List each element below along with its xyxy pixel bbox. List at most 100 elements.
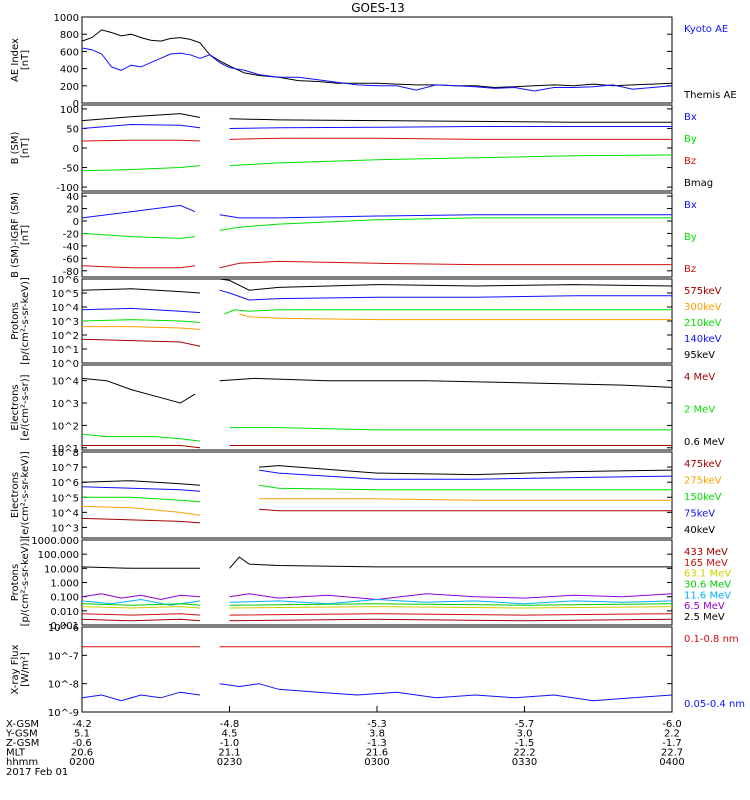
legend-entry: Bx — [684, 112, 697, 123]
y-tick-label: 10^3 — [52, 317, 79, 328]
series-line — [81, 683, 673, 702]
series-line — [81, 29, 673, 89]
panel-frame — [81, 104, 673, 192]
x-tick-label: 3.0 — [517, 729, 533, 740]
y-axis-label: [nT] — [20, 50, 31, 70]
x-row-label: Y-GSM — [5, 729, 38, 740]
y-axis-label: AE Index — [10, 38, 21, 82]
series-line — [81, 260, 672, 269]
x-tick-label: 22.7 — [661, 748, 683, 759]
y-tick-label: 10^-6 — [48, 623, 79, 634]
y-tick-label: 0 — [73, 217, 79, 228]
series-line — [81, 606, 673, 609]
y-tick-label: 20 — [66, 205, 79, 216]
x-tick-label: 0330 — [512, 757, 537, 768]
x-tick-label: -1.3 — [367, 738, 387, 749]
series-line — [81, 498, 672, 516]
legend-entry: 63.1 MeV — [684, 569, 731, 580]
y-tick-label: 10^-7 — [48, 651, 79, 662]
y-tick-label: 10^5 — [52, 289, 79, 300]
legend-entry: Bmag — [684, 178, 713, 189]
y-tick-label: 10^0 — [52, 359, 79, 370]
date-label: 2017 Feb 01 — [6, 767, 68, 778]
panel-frame — [81, 364, 673, 451]
series-line — [81, 618, 673, 622]
panel-1: 1000 800 600 400 200 0 AE Index [nT] Kyoto AE The… — [10, 13, 737, 110]
series-line — [82, 313, 672, 330]
y-tick-label: 10^-9 — [48, 708, 79, 719]
panel-8: 10^-6 10^-7 10^-8 10^-9 X-ray Flux [W/m²] 0.1-… — [10, 623, 745, 719]
legend-entry: 4 MeV — [684, 372, 715, 383]
legend-entry: 95keV — [684, 350, 715, 361]
series-line — [81, 123, 672, 129]
y-axis-label: [W/m²] — [20, 652, 31, 687]
legend-entry: By — [684, 134, 697, 145]
x-tick-label: 21.1 — [218, 748, 240, 759]
series-line — [81, 508, 672, 524]
y-tick-label: 10^8 — [52, 448, 79, 459]
x-tick-label: 0400 — [659, 757, 684, 768]
series-line — [81, 613, 673, 616]
legend-entry: 0.05-0.4 nm — [684, 699, 745, 710]
plot-title: GOES-13 — [351, 1, 405, 15]
y-tick-label: 0.010 — [50, 607, 79, 618]
y-tick-label: 400 — [60, 65, 79, 76]
x-tick-label: -1.0 — [220, 738, 240, 749]
series-line — [81, 309, 672, 323]
y-tick-label: 100 — [60, 105, 79, 116]
y-tick-label: 10^3 — [52, 523, 79, 534]
x-tick-label: 3.8 — [369, 729, 385, 740]
y-axis-label: Protons — [10, 564, 21, 601]
legend-entry: 6.5 MeV — [684, 601, 725, 612]
panel-4: 10^6 10^5 10^4 10^3 10^2 10^1 10^0 Protons [p/(c… — [10, 275, 722, 370]
y-tick-label: 10^1 — [52, 444, 79, 455]
y-tick-label: 40 — [66, 192, 79, 203]
x-tick-label: -4.8 — [220, 719, 240, 730]
series-line — [81, 154, 673, 172]
legend-entry: 433 MeV — [684, 547, 728, 558]
y-tick-label: 0.001 — [50, 621, 79, 632]
x-tick-label: -5.7 — [515, 719, 535, 730]
x-tick-label: -5.3 — [367, 719, 387, 730]
legend-entry: 2.5 MeV — [684, 612, 725, 623]
series-line — [81, 469, 673, 492]
legend-entry: 575keV — [684, 286, 722, 297]
y-tick-label: -60 — [63, 254, 79, 265]
x-tick-label: 5.1 — [74, 729, 90, 740]
y-axis-label: [e/(cm²-s-sr)] — [20, 374, 31, 440]
series-line — [81, 204, 672, 219]
y-tick-label: 10^6 — [52, 275, 79, 286]
y-tick-label: 200 — [60, 82, 79, 93]
y-tick-label: -40 — [63, 242, 79, 253]
y-tick-label: 50 — [66, 124, 79, 135]
x-tick-label: 0300 — [364, 757, 389, 768]
y-axis-label: [e/(cm²-s-sr-keV)] — [20, 451, 31, 539]
y-tick-label: 10^3 — [52, 399, 79, 410]
legend-entry: 150keV — [684, 492, 722, 503]
x-tick-label: -4.2 — [72, 719, 92, 730]
x-row-label: Z-GSM — [6, 738, 39, 749]
y-axis-label: B (SM) — [10, 131, 21, 164]
legend-entry: Themis AE — [683, 90, 737, 101]
y-tick-label: 100.000 — [38, 550, 79, 561]
y-axis-label: [p/(cm²-s-sr-keV)] — [20, 277, 31, 365]
legend-entry: Kyoto AE — [684, 24, 728, 35]
x-row-label: hhmm — [6, 757, 38, 768]
legend-entry: 2 MeV — [684, 405, 715, 416]
y-tick-label: 10^7 — [52, 463, 79, 474]
x-tick-label: 20.6 — [71, 748, 93, 759]
legend-entry: Bz — [684, 156, 696, 167]
y-tick-label: -20 — [63, 229, 79, 240]
x-tick-label: 22.2 — [513, 748, 535, 759]
series-line — [81, 289, 672, 314]
series-line — [81, 113, 672, 123]
legend-entry: 0.1-0.8 nm — [684, 634, 739, 645]
series-line — [81, 593, 673, 601]
panel-3: 40 200-20 -40-60 -80 B (SM)-IGRF (SM) [nT] Bx B… — [10, 192, 697, 278]
x-axis-labels: X-GSM -4.2 -4.8 -5.3 -5.7 -6.0 Y-GSM 5.1 4.5 3.8 3… — [5, 706, 685, 768]
y-tick-label: 1.000 — [50, 579, 79, 590]
series-line — [81, 137, 672, 142]
legend-entry: 140keV — [684, 334, 722, 345]
legend-entry: 475keV — [684, 459, 722, 470]
